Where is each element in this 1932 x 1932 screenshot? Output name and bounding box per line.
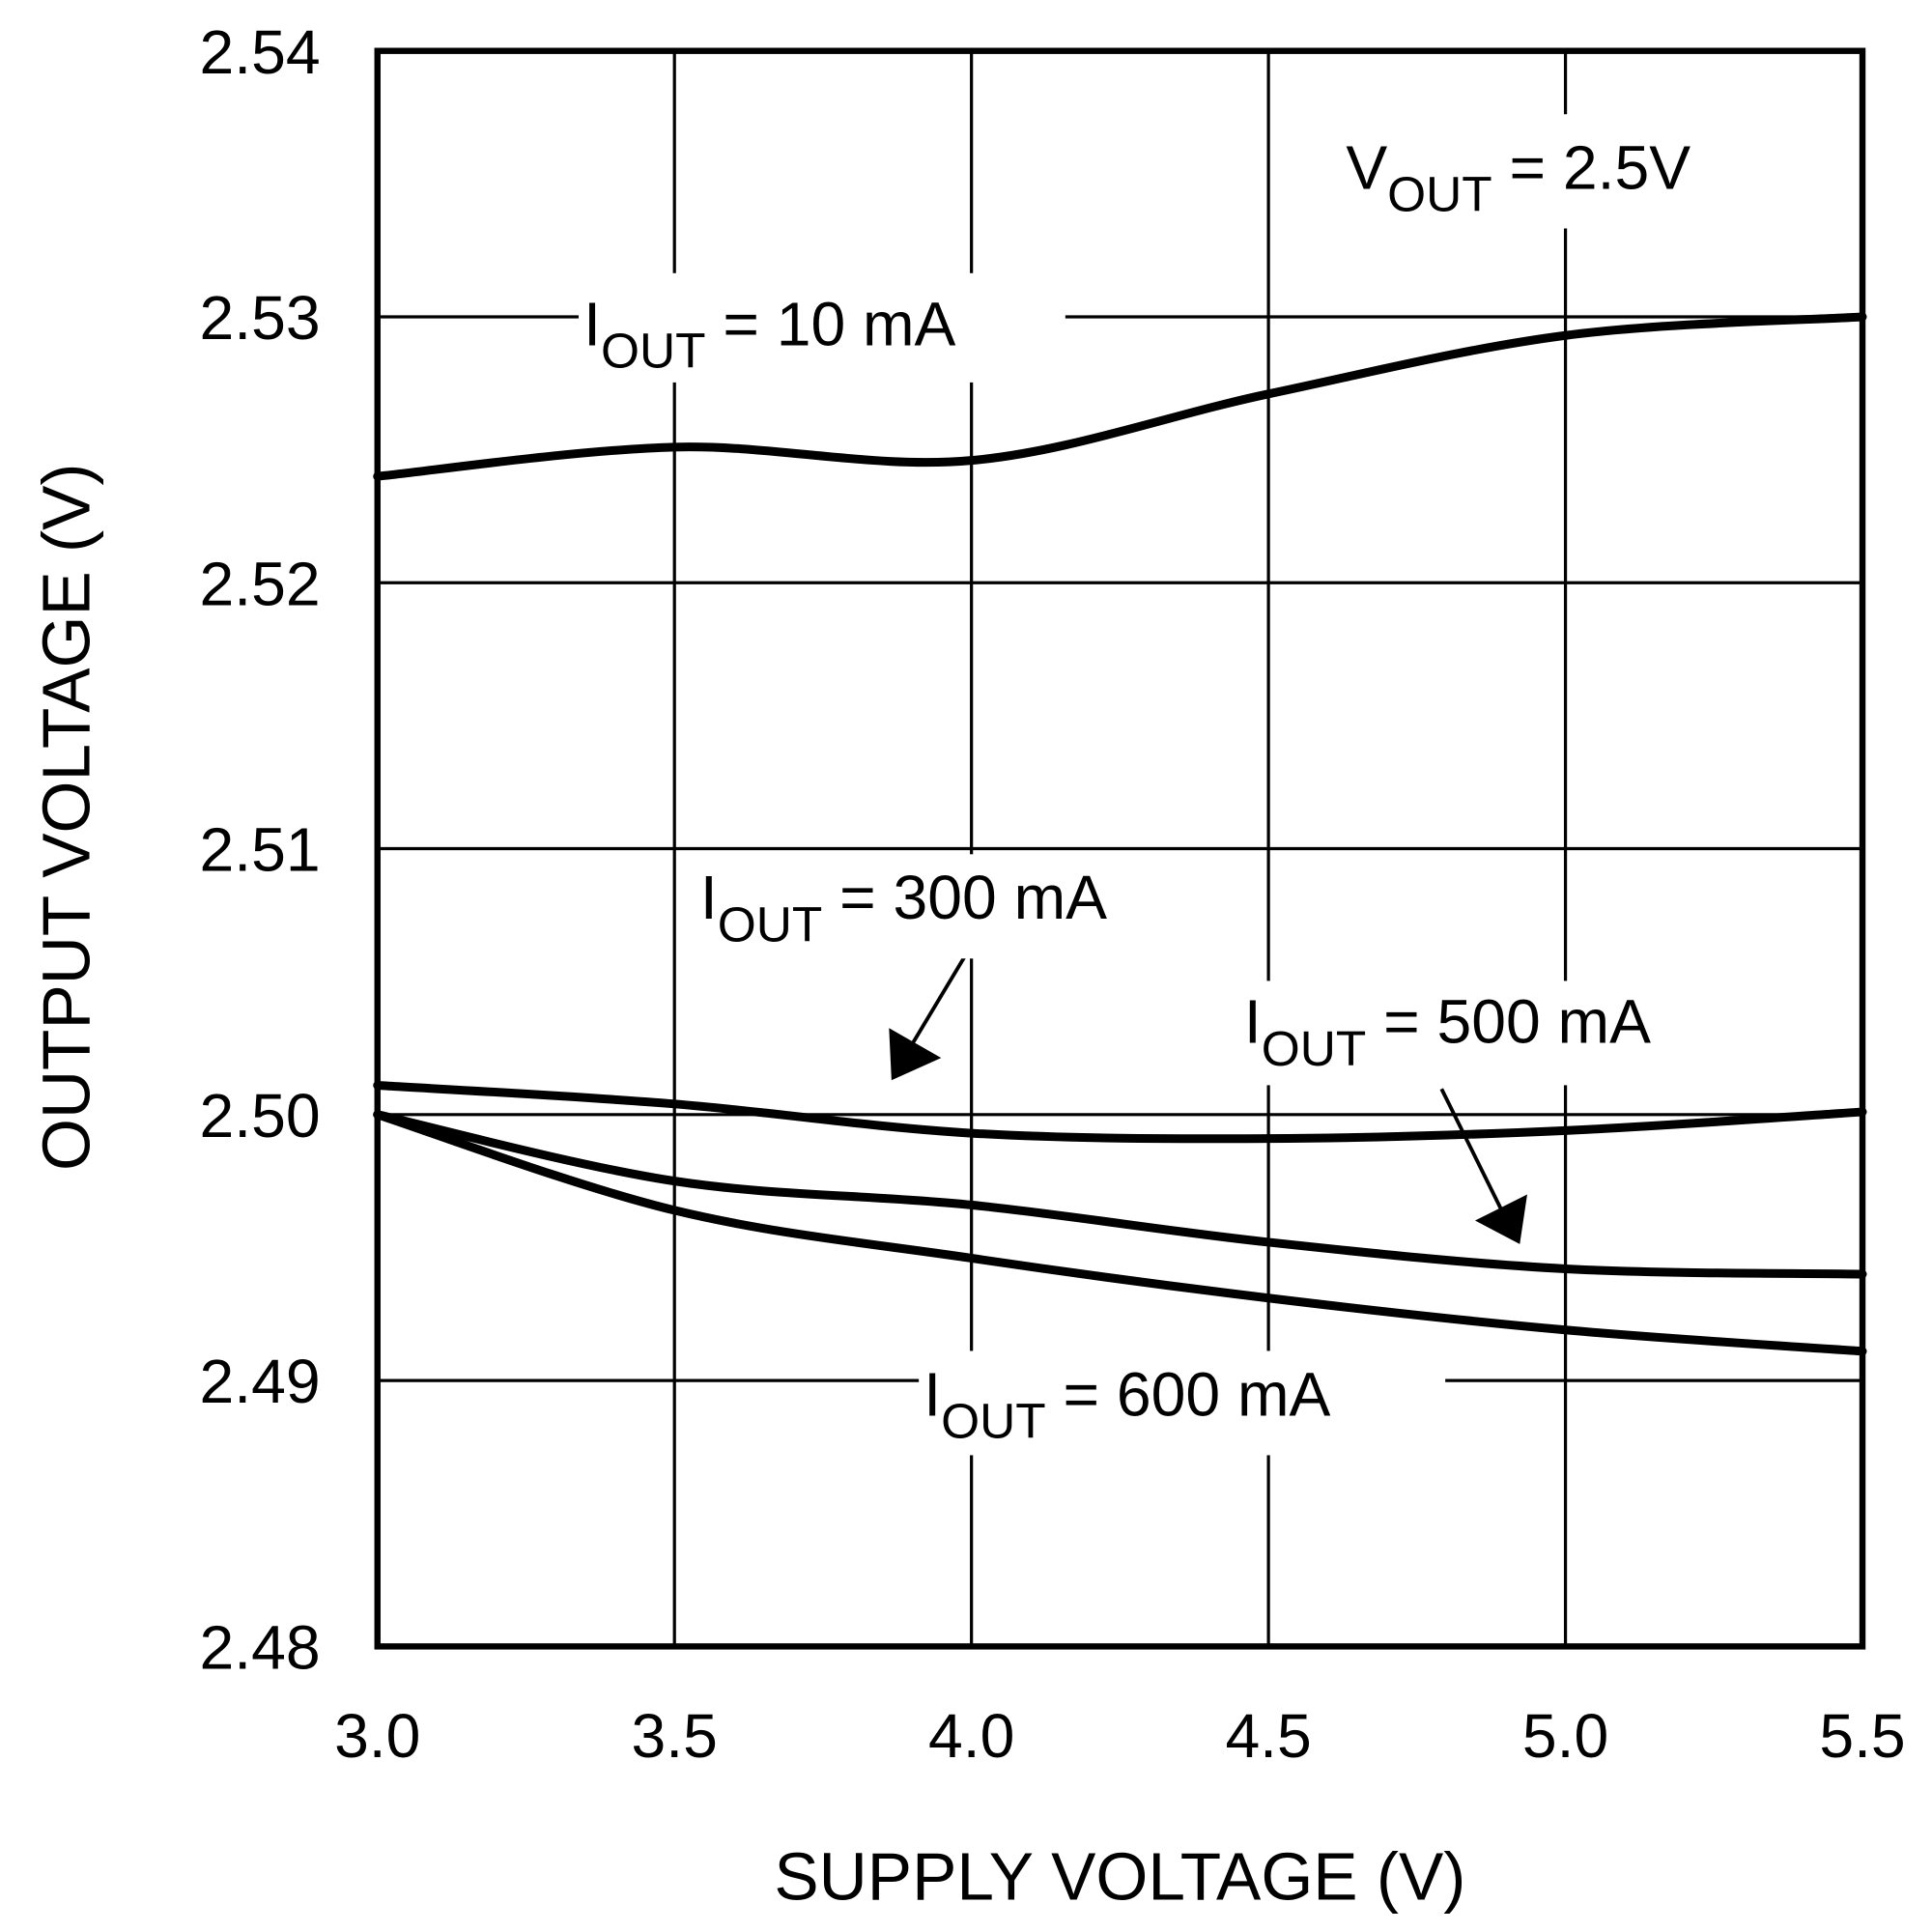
svg-text:IOUT = 500 mA: IOUT = 500 mA: [1244, 987, 1651, 1076]
y-tick-label: 2.50: [200, 1081, 321, 1151]
arrow-300ma: [889, 939, 977, 1081]
x-axis-label: SUPPLY VOLTAGE (V): [774, 1839, 1465, 1915]
x-tick-label: 3.5: [632, 1701, 718, 1771]
y-axis-label: OUTPUT VOLTAGE (V): [29, 463, 104, 1171]
svg-text:VOUT = 2.5V: VOUT = 2.5V: [1346, 132, 1690, 221]
y-tick-label: 2.48: [200, 1613, 321, 1683]
label-300ma: IOUT = 300 mA: [695, 854, 1217, 959]
y-tick-label: 2.52: [200, 549, 321, 618]
x-tick-label: 5.0: [1522, 1701, 1608, 1771]
x-tick-label: 4.5: [1225, 1701, 1311, 1771]
series-line-1: [373, 1081, 1867, 1144]
y-tick-label: 2.54: [200, 17, 321, 87]
y-tick-label: 2.51: [200, 815, 321, 885]
svg-text:IOUT = 10 mA: IOUT = 10 mA: [583, 289, 955, 378]
label-500ma: IOUT = 500 mA: [1238, 980, 1766, 1086]
x-tick-label: 4.0: [928, 1701, 1014, 1771]
series-line-0: [373, 312, 1867, 481]
x-tick-labels: 3.0 3.5 4.0 4.5 5.0 5.5: [334, 1701, 1906, 1771]
label-600ma: IOUT = 600 mA: [919, 1350, 1446, 1456]
arrow-500ma: [1439, 1088, 1527, 1244]
y-tick-label: 2.53: [200, 283, 321, 353]
y-tick-labels: 2.54 2.53 2.52 2.51 2.50 2.49 2.48: [200, 17, 321, 1683]
series-line-3: [373, 1110, 1867, 1356]
label-10ma: IOUT = 10 mA: [578, 272, 1065, 383]
x-tick-label: 5.5: [1819, 1701, 1905, 1771]
y-tick-label: 2.49: [200, 1347, 321, 1416]
svg-text:IOUT = 600 mA: IOUT = 600 mA: [923, 1359, 1330, 1448]
annotation-vout: VOUT = 2.5V: [1338, 114, 1794, 229]
x-tick-label: 3.0: [334, 1701, 420, 1771]
curves: [373, 312, 1867, 1356]
svg-text:IOUT = 300 mA: IOUT = 300 mA: [700, 863, 1107, 952]
series-line-2: [373, 1110, 1867, 1279]
plot-frame: [374, 47, 1866, 1650]
